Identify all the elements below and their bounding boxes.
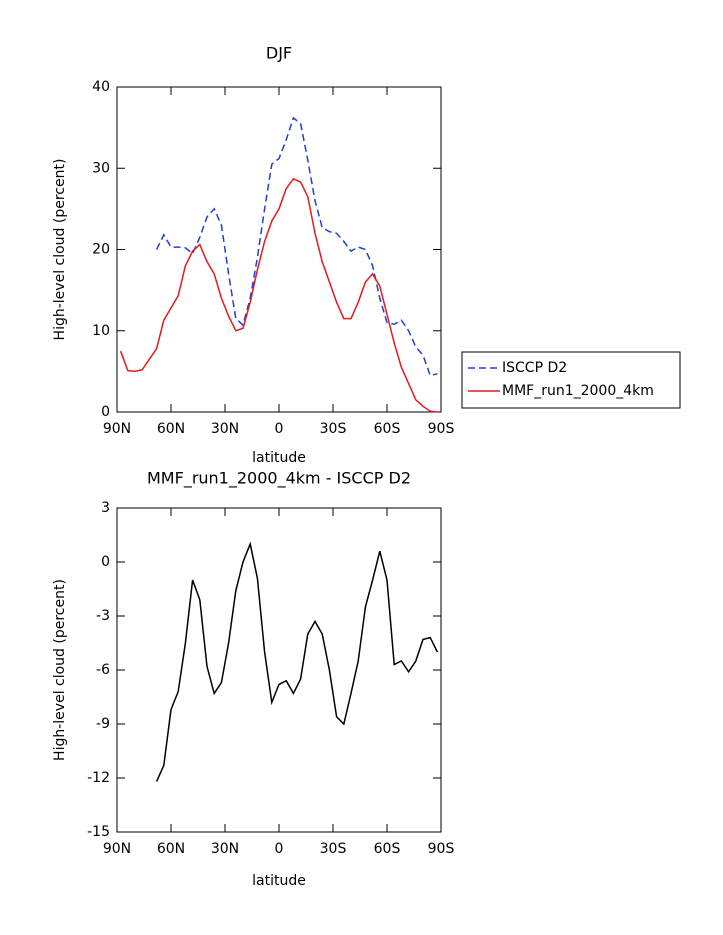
plot-frame <box>116 86 442 413</box>
y-axis-label: High-level cloud (percent) <box>52 159 68 341</box>
x-tick-label: 60N <box>157 841 185 857</box>
x-tick-label: 90S <box>428 841 455 857</box>
chart-title: DJF <box>266 44 292 63</box>
x-tick-label: 60N <box>157 421 185 437</box>
y-tick-label: 20 <box>92 242 110 258</box>
x-axis-label: latitude <box>252 450 306 466</box>
y-tick-label: 3 <box>101 500 110 516</box>
x-tick-label: 60S <box>374 841 401 857</box>
x-tick-label: 0 <box>275 421 284 437</box>
y-tick-label: 10 <box>92 323 110 339</box>
x-tick-label: 30S <box>320 421 347 437</box>
y-tick-label: -6 <box>96 662 110 678</box>
data-line <box>119 177 438 413</box>
x-axis-label: latitude <box>252 873 306 889</box>
x-tick-label: 30N <box>211 421 239 437</box>
x-tick-label: 0 <box>275 841 284 857</box>
legend-label: ISCCP D2 <box>502 360 567 376</box>
y-tick-label: 0 <box>101 554 110 570</box>
y-tick-label: 0 <box>101 404 110 420</box>
y-tick-label: 40 <box>92 79 110 95</box>
chart-title: MMF_run1_2000_4km - ISCCP D2 <box>147 469 411 489</box>
x-tick-label: 90N <box>103 841 131 857</box>
plot-frame <box>116 507 442 833</box>
data-line <box>155 116 438 377</box>
x-tick-label: 60S <box>374 421 401 437</box>
y-tick-label: -3 <box>96 608 110 624</box>
y-axis-label: High-level cloud (percent) <box>52 579 68 761</box>
x-tick-label: 30N <box>211 841 239 857</box>
y-tick-label: -9 <box>96 716 110 732</box>
x-tick-label: 90S <box>428 421 455 437</box>
legend-box <box>461 351 681 409</box>
legend-label: MMF_run1_2000_4km <box>502 383 654 399</box>
data-line <box>155 541 439 782</box>
y-tick-label: -12 <box>87 770 110 786</box>
y-tick-label: -15 <box>87 824 110 840</box>
x-tick-label: 90N <box>103 421 131 437</box>
y-tick-label: 30 <box>92 160 110 176</box>
x-tick-label: 30S <box>320 841 347 857</box>
